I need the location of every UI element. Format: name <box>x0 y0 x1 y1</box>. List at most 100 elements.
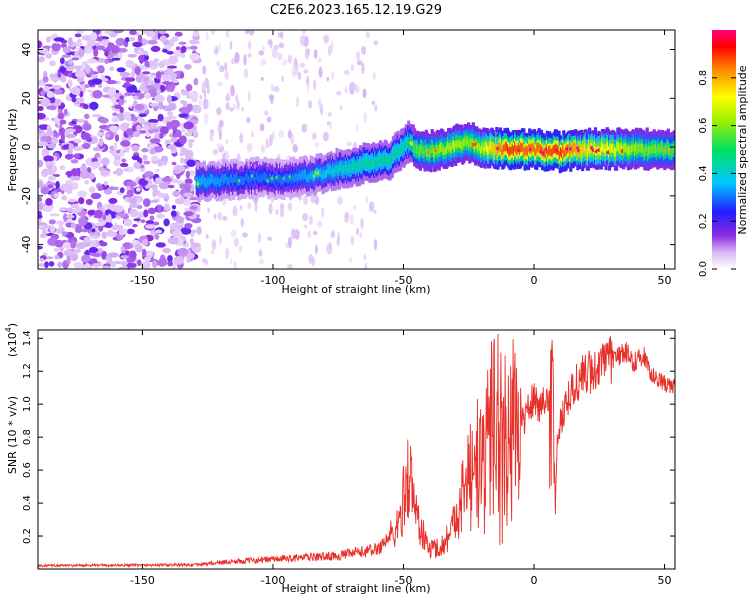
noise-speck <box>343 69 350 76</box>
noise-speck <box>193 77 199 86</box>
noise-speck <box>250 130 254 138</box>
noise-speck <box>166 111 174 117</box>
noise-speck <box>144 60 151 68</box>
snr-ylabel: SNR (10 * v/v) <box>6 396 19 474</box>
noise-speck <box>102 94 110 98</box>
noise-speck <box>81 254 92 263</box>
noise-speck <box>70 175 81 181</box>
noise-speck <box>233 237 239 247</box>
noise-speck <box>75 91 80 96</box>
noise-speck <box>174 197 185 205</box>
noise-speck <box>118 48 128 53</box>
noise-speck <box>44 161 54 166</box>
snr-xlabel: Height of straight line (km) <box>281 582 430 595</box>
noise-speck <box>53 247 60 253</box>
noise-speck <box>166 50 174 55</box>
noise-speck <box>98 224 104 232</box>
noise-speck <box>78 97 85 104</box>
noise-speck <box>279 210 285 218</box>
colorbar: 0.0 0.2 0.4 0.6 0.8 Normalized spectral ampl… <box>698 30 749 277</box>
noise-speck <box>118 266 127 269</box>
noise-speck <box>259 123 265 132</box>
noise-speck <box>307 230 311 239</box>
noise-speck <box>207 207 210 213</box>
noise-speck <box>339 105 343 110</box>
noise-speck <box>191 229 197 234</box>
noise-speck <box>239 205 243 211</box>
noise-speck <box>161 177 172 183</box>
noise-speck <box>175 216 185 224</box>
noise-speck <box>45 135 52 142</box>
noise-speck <box>115 37 126 46</box>
noise-speck <box>167 237 179 245</box>
noise-speck <box>216 142 223 149</box>
noise-speck <box>41 169 49 178</box>
x-tick-label: -100 <box>260 574 285 587</box>
y-tick-label: 1.4 <box>22 330 33 346</box>
noise-speck <box>204 260 209 265</box>
noise-speck <box>155 168 160 173</box>
noise-speck <box>68 58 74 65</box>
noise-speck <box>38 182 45 189</box>
noise-speck <box>373 40 379 46</box>
noise-speck <box>84 64 91 74</box>
noise-speck <box>123 92 134 97</box>
noise-speck <box>311 132 317 140</box>
noise-speck <box>149 215 155 221</box>
noise-speck <box>84 44 93 54</box>
noise-speck <box>278 130 285 138</box>
noise-speck <box>129 250 137 260</box>
noise-speck <box>47 127 53 135</box>
noise-speck <box>115 167 123 176</box>
noise-speck <box>39 233 48 238</box>
noise-speck <box>180 227 192 235</box>
noise-speck <box>239 245 243 253</box>
noise-speck <box>371 100 376 106</box>
noise-speck <box>241 106 244 112</box>
noise-speck <box>264 110 269 116</box>
noise-speck <box>287 54 293 64</box>
noise-speck <box>356 227 359 236</box>
noise-speck <box>111 96 117 104</box>
noise-speck <box>138 73 146 80</box>
noise-speck <box>233 260 237 269</box>
noise-speck <box>120 246 125 252</box>
noise-speck <box>75 118 86 123</box>
noise-speck <box>247 202 252 209</box>
noise-speck <box>152 186 158 192</box>
noise-speck <box>125 77 136 82</box>
snr-data <box>38 333 675 569</box>
noise-speck <box>318 66 323 78</box>
noise-speck <box>178 113 189 118</box>
noise-speck <box>177 247 189 257</box>
noise-speck <box>150 128 160 133</box>
noise-speck <box>67 207 73 213</box>
noise-speck <box>53 193 59 198</box>
noise-speck <box>187 252 195 259</box>
noise-speck <box>244 30 250 34</box>
y-tick-label: 1.0 <box>22 396 33 412</box>
noise-speck <box>61 54 72 58</box>
noise-speck <box>266 116 272 123</box>
noise-speck <box>89 240 97 249</box>
noise-speck <box>38 40 42 49</box>
spectrogram-axes: -150 -100 -50 0 50 -40 -20 0 20 40 <box>20 30 675 287</box>
noise-speck <box>346 141 353 147</box>
noise-speck <box>205 234 209 239</box>
noise-speck <box>137 48 143 55</box>
noise-speck <box>167 260 174 267</box>
noise-speck <box>146 84 155 90</box>
noise-speck <box>287 236 293 249</box>
noise-speck <box>38 112 46 120</box>
noise-speck <box>132 224 138 228</box>
noise-speck <box>83 104 89 110</box>
noise-speck <box>90 253 101 257</box>
noise-speck <box>89 31 98 41</box>
noise-speck <box>106 79 117 85</box>
noise-speck <box>99 241 108 247</box>
noise-speck <box>150 199 159 203</box>
noise-speck <box>159 126 169 135</box>
noise-speck <box>108 197 118 204</box>
noise-speck <box>118 97 125 106</box>
noise-speck <box>54 98 62 107</box>
